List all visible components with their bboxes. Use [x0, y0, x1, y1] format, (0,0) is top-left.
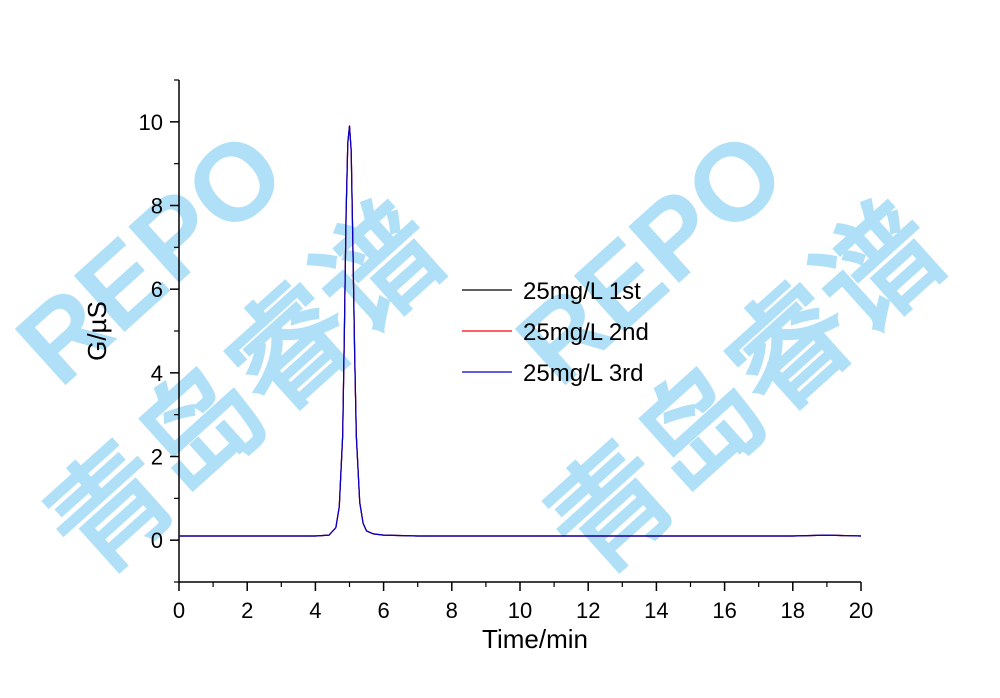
- y-axis-label: G/µS: [82, 301, 112, 361]
- legend: 25mg/L 1st 25mg/L 2nd 25mg/L 3rd: [462, 278, 649, 387]
- watermark: REPO 青岛睿谱 REPO 青岛睿谱: [0, 108, 969, 599]
- x-tick-label: 6: [377, 598, 389, 623]
- x-tick-label: 4: [309, 598, 321, 623]
- x-tick-label: 20: [849, 598, 873, 623]
- x-tick-label: 8: [446, 598, 458, 623]
- x-tick-label: 14: [644, 598, 668, 623]
- x-tick-label: 2: [241, 598, 253, 623]
- y-tick-label: 4: [151, 361, 163, 386]
- x-axis-label: Time/min: [482, 624, 588, 654]
- legend-label-3: 25mg/L 3rd: [523, 360, 644, 387]
- y-ticks: 0 2 4 6 8 10: [139, 79, 179, 583]
- y-tick-label: 0: [151, 528, 163, 553]
- y-tick-label: 10: [139, 110, 163, 135]
- y-tick-label: 6: [151, 277, 163, 302]
- x-tick-label: 12: [576, 598, 600, 623]
- x-tick-label: 18: [781, 598, 805, 623]
- x-tick-label: 0: [173, 598, 185, 623]
- x-tick-label: 10: [508, 598, 532, 623]
- y-tick-label: 2: [151, 445, 163, 470]
- x-ticks: 0 2 4 6 8 10 12 14 16 18 20: [173, 582, 873, 623]
- legend-label-2: 25mg/L 2nd: [523, 319, 649, 346]
- series-group: [179, 125, 862, 537]
- legend-label-1: 25mg/L 1st: [523, 278, 641, 305]
- y-tick-label: 8: [151, 194, 163, 219]
- series-line-3: [179, 125, 862, 537]
- x-tick-label: 16: [712, 598, 736, 623]
